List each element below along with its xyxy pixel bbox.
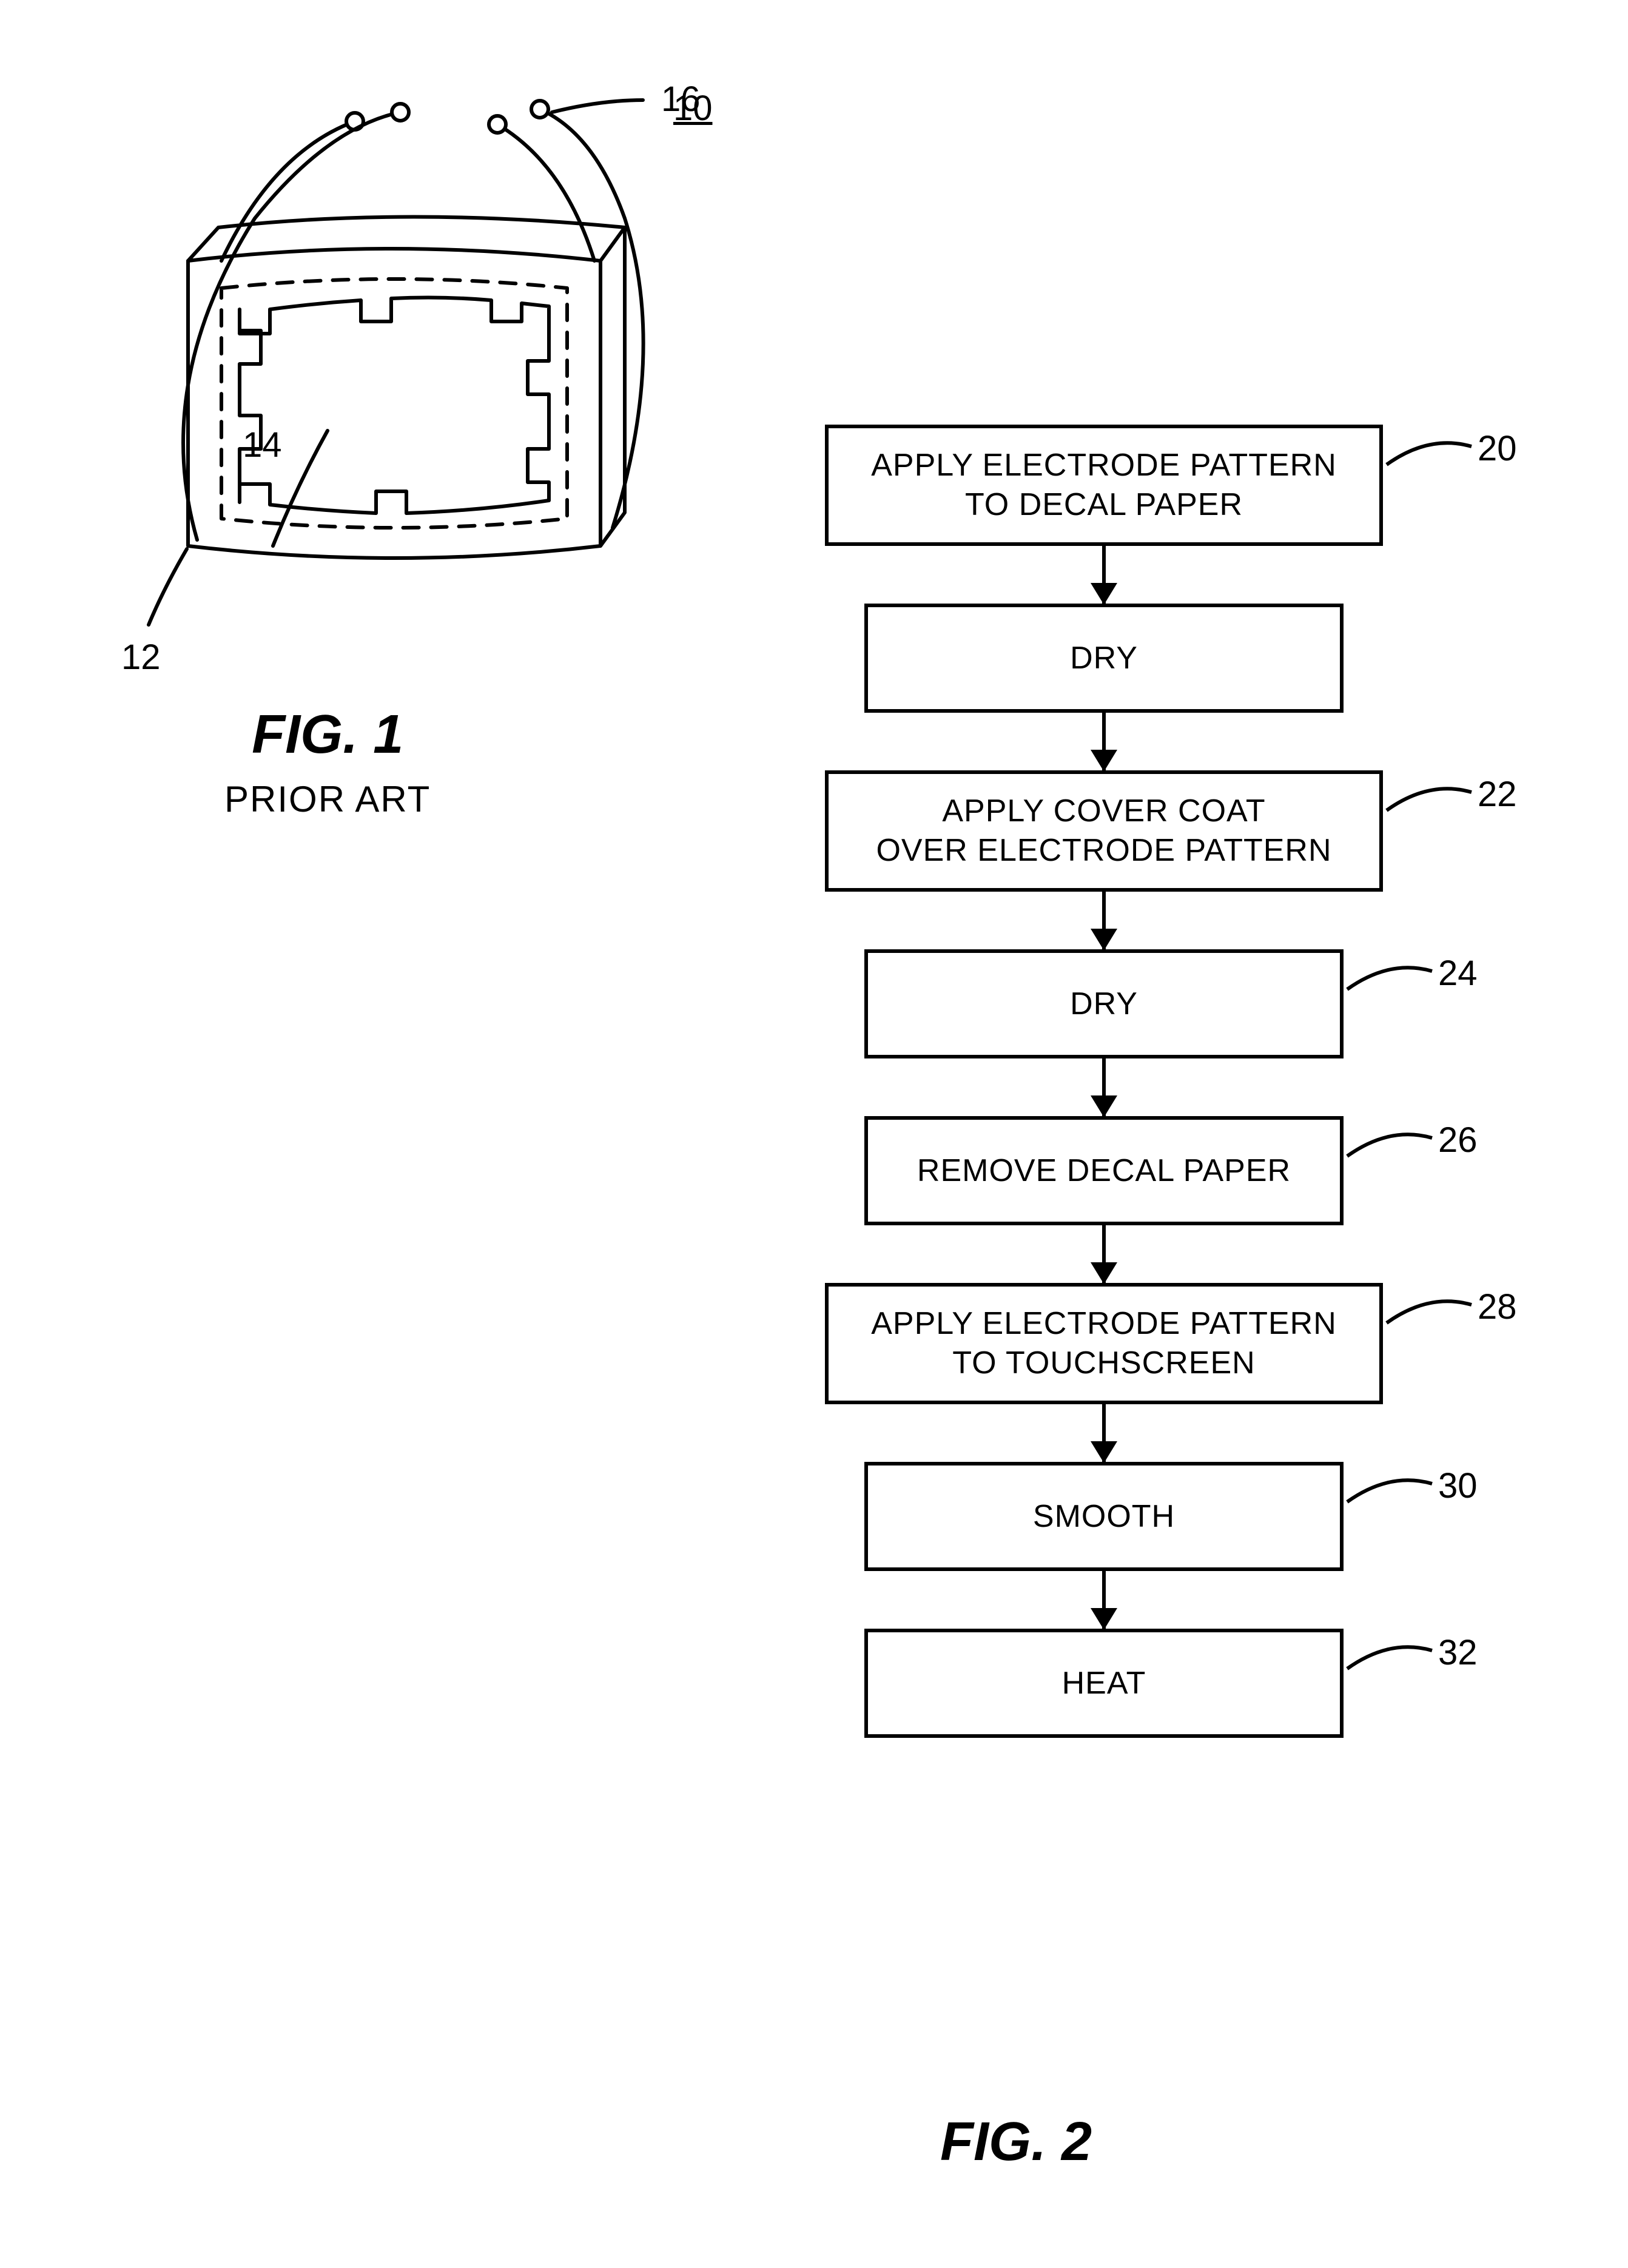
ref-leader: 20 — [1393, 440, 1526, 489]
fig1-subtitle: PRIOR ART — [224, 778, 431, 820]
flow-step-text: APPLY ELECTRODE PATTERN — [871, 1304, 1337, 1344]
flow-step-text: TO TOUCHSCREEN — [952, 1344, 1255, 1383]
ref-leader: 30 — [1353, 1478, 1487, 1526]
flow-step-text: APPLY COVER COAT — [942, 792, 1265, 831]
flow-arrow — [770, 546, 1438, 604]
fig1-caption: FIG. 1 PRIOR ART — [224, 704, 431, 820]
flowchart: APPLY ELECTRODE PATTERNTO DECAL PAPER20 D… — [770, 425, 1438, 1738]
flow-step-text: HEAT — [1062, 1664, 1146, 1703]
flow-step-text: SMOOTH — [1033, 1497, 1175, 1536]
flow-step-step24: DRY24 — [864, 949, 1344, 1058]
flow-step-step_dry1: DRY — [864, 604, 1344, 713]
flow-step-text: APPLY ELECTRODE PATTERN — [871, 446, 1337, 485]
ref-16: 16 — [661, 79, 701, 119]
flow-step-step28: APPLY ELECTRODE PATTERNTO TOUCHSCREEN28 — [825, 1283, 1383, 1404]
ref-14: 14 — [243, 425, 282, 465]
ref-32: 32 — [1438, 1632, 1478, 1673]
flow-step-step26: REMOVE DECAL PAPER26 — [864, 1116, 1344, 1225]
ref-leader: 22 — [1393, 786, 1526, 835]
ref-30: 30 — [1438, 1465, 1478, 1506]
ref-leader: 28 — [1393, 1299, 1526, 1347]
ref-26: 26 — [1438, 1120, 1478, 1160]
flow-step-step22: APPLY COVER COATOVER ELECTRODE PATTERN22 — [825, 770, 1383, 892]
fig2-title: FIG. 2 — [940, 2111, 1092, 2173]
flow-step-step20: APPLY ELECTRODE PATTERNTO DECAL PAPER20 — [825, 425, 1383, 546]
flow-step-step32: HEAT32 — [864, 1629, 1344, 1738]
ref-20: 20 — [1478, 428, 1517, 469]
flow-step-text: REMOVE DECAL PAPER — [917, 1151, 1291, 1191]
ref-leader: 32 — [1353, 1644, 1487, 1693]
flow-step-text: DRY — [1070, 984, 1138, 1024]
fig1-title: FIG. 1 — [224, 704, 431, 766]
ref-28: 28 — [1478, 1287, 1517, 1327]
flow-step-text: OVER ELECTRODE PATTERN — [876, 831, 1331, 870]
flow-arrow — [770, 1571, 1438, 1629]
flow-arrow — [770, 713, 1438, 770]
fig1-diagram — [115, 79, 722, 655]
flow-arrow — [770, 1058, 1438, 1116]
flow-step-step30: SMOOTH30 — [864, 1462, 1344, 1571]
ref-22: 22 — [1478, 774, 1517, 815]
flow-arrow — [770, 1404, 1438, 1462]
flow-arrow — [770, 892, 1438, 949]
flow-step-text: TO DECAL PAPER — [965, 485, 1243, 525]
ref-leader: 26 — [1353, 1132, 1487, 1180]
flow-step-text: DRY — [1070, 639, 1138, 678]
ref-12: 12 — [121, 637, 161, 678]
ref-leader: 24 — [1353, 965, 1487, 1014]
flow-arrow — [770, 1225, 1438, 1283]
ref-24: 24 — [1438, 953, 1478, 994]
